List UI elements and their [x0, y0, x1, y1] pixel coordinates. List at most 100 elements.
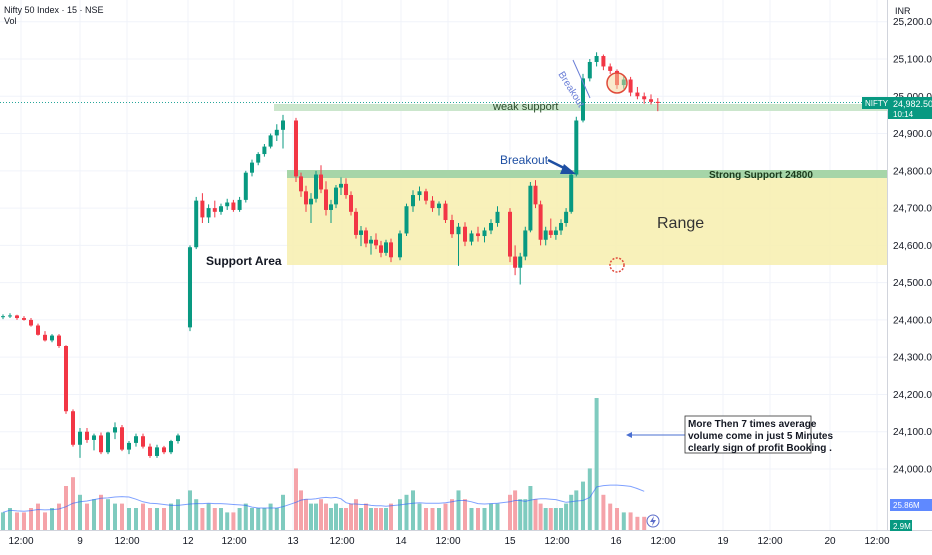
volume-bar [533, 499, 538, 530]
strong-support-band [287, 170, 887, 178]
candle-body [628, 79, 633, 93]
volume-bar [281, 494, 285, 530]
price-tick-label: 24,600.00 [893, 241, 932, 252]
candle-body [569, 174, 574, 212]
symbol-badge-text: NIFTY [865, 99, 889, 108]
top-circle-marker [606, 72, 628, 94]
volume-bar [78, 494, 82, 530]
volume-bar [559, 508, 563, 530]
time-tick-label: 12:00 [757, 536, 782, 547]
volume-bar [354, 499, 358, 530]
volume-bar [127, 508, 131, 530]
candle-body [339, 183, 343, 188]
price-tick-label: 25,100.00 [893, 55, 932, 66]
candle-body [169, 441, 173, 453]
candle-body [50, 335, 54, 341]
candle-body [324, 189, 328, 210]
volume-bar [1, 512, 5, 530]
candle-body [78, 431, 82, 445]
candle-body [574, 120, 579, 175]
time-axis[interactable]: 12:00 9 12:00 12 12:00 13 12:00 14 12:00 15 12:00 1… [8, 536, 889, 547]
volume-ma-badge [890, 499, 932, 511]
volume-bar [120, 503, 124, 530]
volume-bar [29, 508, 33, 530]
candle-body [389, 242, 393, 258]
volume-bar [339, 508, 343, 530]
volume-bar [489, 503, 493, 530]
volume-bar [424, 508, 428, 530]
candle-body [99, 435, 103, 453]
countdown-text: 10:14 [893, 110, 914, 119]
time-tick-label: 12:00 [544, 536, 569, 547]
price-tick-label: 24,100.00 [893, 427, 932, 438]
volume-bar [469, 508, 474, 530]
price-tick-label: 24,800.00 [893, 166, 932, 177]
symbol-title[interactable]: Nifty 50 Index · 15 · NSE [4, 5, 104, 15]
candle-body [354, 211, 358, 235]
candle-body [162, 447, 166, 453]
volume-bar [569, 494, 574, 530]
candle-body [8, 315, 12, 317]
price-tick-label: 24,400.00 [893, 315, 932, 326]
candle-body [379, 245, 383, 253]
note-arrowhead [626, 432, 632, 438]
candle-body [134, 436, 138, 443]
volume-bar [319, 499, 323, 530]
volume-bar [212, 508, 217, 530]
volume-bar [404, 494, 409, 530]
time-tick-label: 19 [717, 536, 729, 547]
candle-body [513, 256, 518, 268]
candles [1, 52, 660, 458]
volume-bar [456, 490, 461, 530]
candle-body [594, 56, 599, 62]
volume-bar [495, 503, 500, 530]
candle-body [424, 191, 428, 201]
currency-label[interactable]: INR [895, 6, 911, 16]
volume-bar [309, 503, 313, 530]
volume-bar [57, 503, 61, 530]
volume-bar [553, 508, 558, 530]
volume-bar [200, 508, 205, 530]
volume-bar [523, 499, 528, 530]
volume-bar [513, 490, 518, 530]
volume-bar [364, 503, 368, 530]
candle-body [404, 206, 409, 234]
candle-body [120, 427, 124, 450]
candle-body [437, 203, 441, 209]
volume-bar [304, 499, 308, 530]
note-line-2: volume come in just 5 Minutes [688, 431, 833, 442]
candle-body [655, 101, 660, 103]
volume-bar [564, 503, 569, 530]
candle-body [71, 411, 75, 445]
candle-body [495, 211, 500, 223]
volume-bar [334, 503, 338, 530]
price-axis[interactable]: 25,200.0025,100.0025,000.0024,900.0024,8… [893, 17, 932, 475]
range-label: Range [657, 215, 704, 232]
volume-bar [134, 508, 138, 530]
candle-body [508, 211, 512, 257]
volume-bar [518, 499, 523, 530]
time-tick-label: 13 [287, 536, 299, 547]
candle-body [85, 431, 89, 440]
candle-body [314, 174, 318, 199]
time-tick-label: 12:00 [435, 536, 460, 547]
note-box [684, 415, 812, 454]
volume-bar [256, 508, 261, 530]
volume-bar [50, 508, 54, 530]
volume-bar [148, 508, 152, 530]
volume-bar [349, 503, 353, 530]
time-tick-label: 12:00 [221, 536, 246, 547]
candle-body [231, 202, 236, 210]
volume-indicator-label[interactable]: Vol [4, 16, 17, 26]
candle-body [141, 436, 145, 447]
volume-bar [225, 512, 230, 530]
candle-body [243, 172, 248, 200]
candle-body [319, 174, 323, 190]
candle-body [309, 198, 313, 205]
candle-body [349, 195, 353, 212]
time-tick-label: 12:00 [114, 536, 139, 547]
candle-body [411, 195, 415, 207]
time-tick-label: 12:00 [329, 536, 354, 547]
